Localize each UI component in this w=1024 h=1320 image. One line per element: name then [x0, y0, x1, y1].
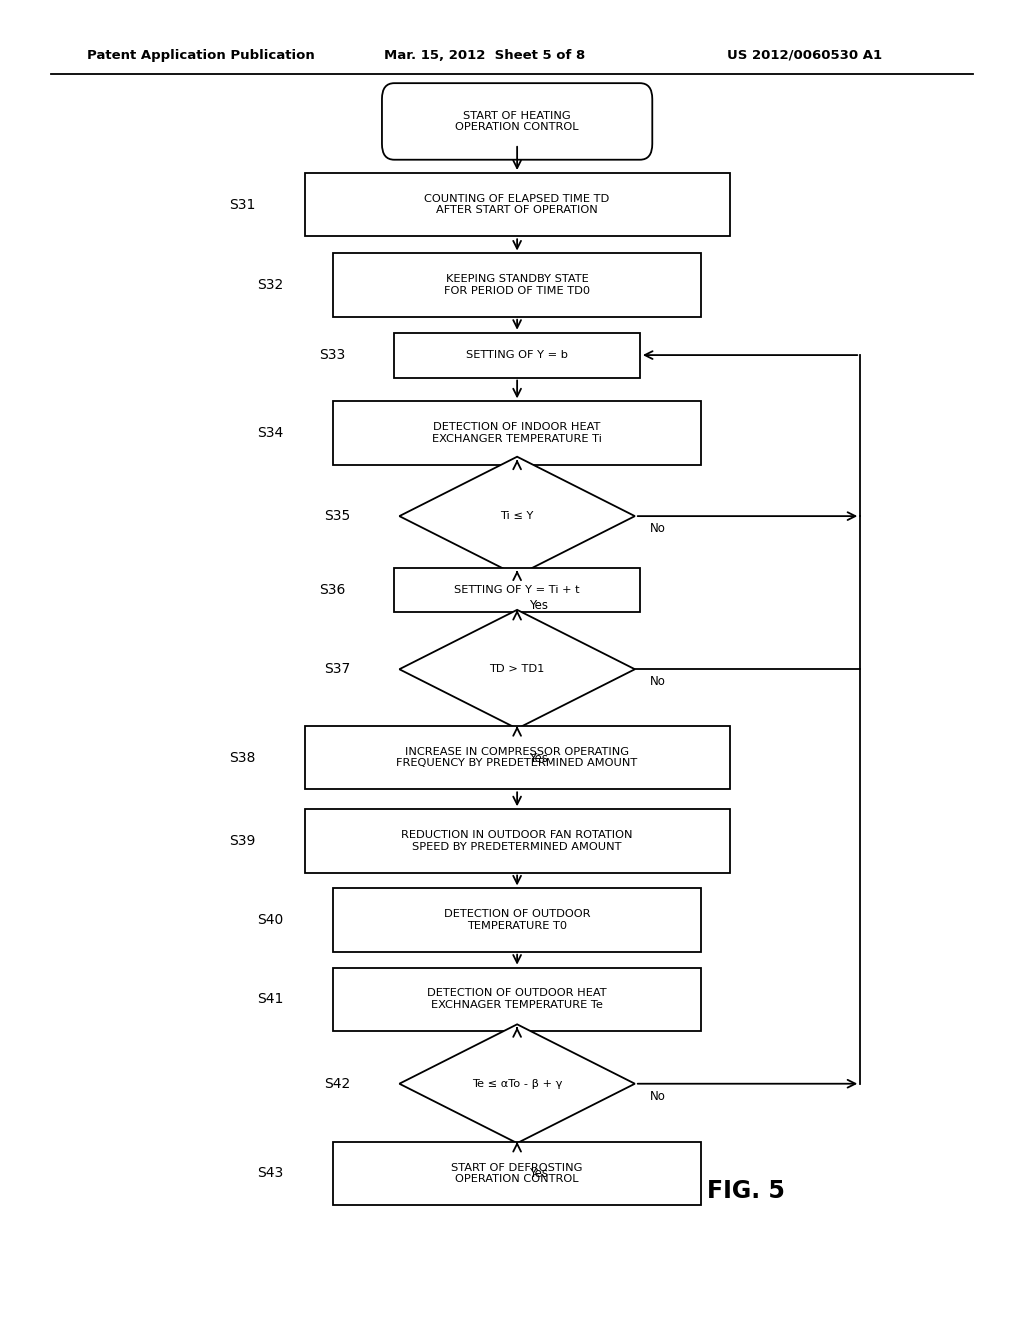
Text: FIG. 5: FIG. 5	[707, 1179, 784, 1203]
Text: Ti ≤ Y: Ti ≤ Y	[501, 511, 534, 521]
Text: S37: S37	[324, 663, 350, 676]
Text: S34: S34	[257, 426, 284, 440]
Bar	[305, 173, 729, 236]
Bar	[394, 568, 640, 612]
Text: No: No	[650, 521, 667, 535]
FancyBboxPatch shape	[382, 83, 652, 160]
Text: REDUCTION IN OUTDOOR FAN ROTATION
SPEED BY PREDETERMINED AMOUNT: REDUCTION IN OUTDOOR FAN ROTATION SPEED …	[401, 830, 633, 851]
Text: TD > TD1: TD > TD1	[489, 664, 545, 675]
Text: No: No	[650, 675, 667, 688]
Text: KEEPING STANDBY STATE
FOR PERIOD OF TIME TD0: KEEPING STANDBY STATE FOR PERIOD OF TIME…	[444, 275, 590, 296]
Text: No: No	[650, 1089, 667, 1102]
Text: S41: S41	[257, 993, 284, 1006]
Text: S38: S38	[229, 751, 256, 764]
Polygon shape	[399, 457, 635, 576]
Text: Te ≤ αTo - β + γ: Te ≤ αTo - β + γ	[472, 1078, 562, 1089]
Text: S35: S35	[324, 510, 350, 523]
Text: START OF HEATING
OPERATION CONTROL: START OF HEATING OPERATION CONTROL	[456, 111, 579, 132]
Text: Mar. 15, 2012  Sheet 5 of 8: Mar. 15, 2012 Sheet 5 of 8	[384, 49, 586, 62]
Text: S32: S32	[257, 279, 284, 292]
Text: S39: S39	[229, 834, 256, 847]
Text: START OF DEFROSTING
OPERATION CONTROL: START OF DEFROSTING OPERATION CONTROL	[452, 1163, 583, 1184]
Polygon shape	[399, 610, 635, 729]
Text: SETTING OF Y = b: SETTING OF Y = b	[466, 350, 568, 360]
Text: SETTING OF Y = Ti + t: SETTING OF Y = Ti + t	[455, 585, 580, 595]
Text: S31: S31	[229, 198, 256, 211]
Text: US 2012/0060530 A1: US 2012/0060530 A1	[727, 49, 882, 62]
Text: S36: S36	[318, 583, 345, 597]
Text: Yes: Yes	[529, 599, 549, 612]
Text: S43: S43	[257, 1167, 284, 1180]
Bar	[333, 1142, 701, 1205]
Text: DETECTION OF OUTDOOR HEAT
EXCHNAGER TEMPERATURE Te: DETECTION OF OUTDOOR HEAT EXCHNAGER TEMP…	[427, 989, 607, 1010]
Text: Patent Application Publication: Patent Application Publication	[87, 49, 314, 62]
Text: Yes: Yes	[529, 1167, 549, 1180]
Polygon shape	[399, 1024, 635, 1143]
Bar	[333, 968, 701, 1031]
Text: S40: S40	[257, 913, 284, 927]
Text: S33: S33	[318, 348, 345, 362]
Text: DETECTION OF INDOOR HEAT
EXCHANGER TEMPERATURE Ti: DETECTION OF INDOOR HEAT EXCHANGER TEMPE…	[432, 422, 602, 444]
Bar	[305, 726, 729, 789]
Bar	[394, 333, 640, 378]
Text: INCREASE IN COMPRESSOR OPERATING
FREQUENCY BY PREDETERMINED AMOUNT: INCREASE IN COMPRESSOR OPERATING FREQUEN…	[396, 747, 638, 768]
Bar	[333, 253, 701, 317]
Text: COUNTING OF ELAPSED TIME TD
AFTER START OF OPERATION: COUNTING OF ELAPSED TIME TD AFTER START …	[425, 194, 609, 215]
Bar	[333, 888, 701, 952]
Bar	[333, 401, 701, 465]
Text: Yes: Yes	[529, 752, 549, 766]
Text: S42: S42	[324, 1077, 350, 1090]
Bar	[305, 809, 729, 873]
Text: DETECTION OF OUTDOOR
TEMPERATURE T0: DETECTION OF OUTDOOR TEMPERATURE T0	[443, 909, 591, 931]
